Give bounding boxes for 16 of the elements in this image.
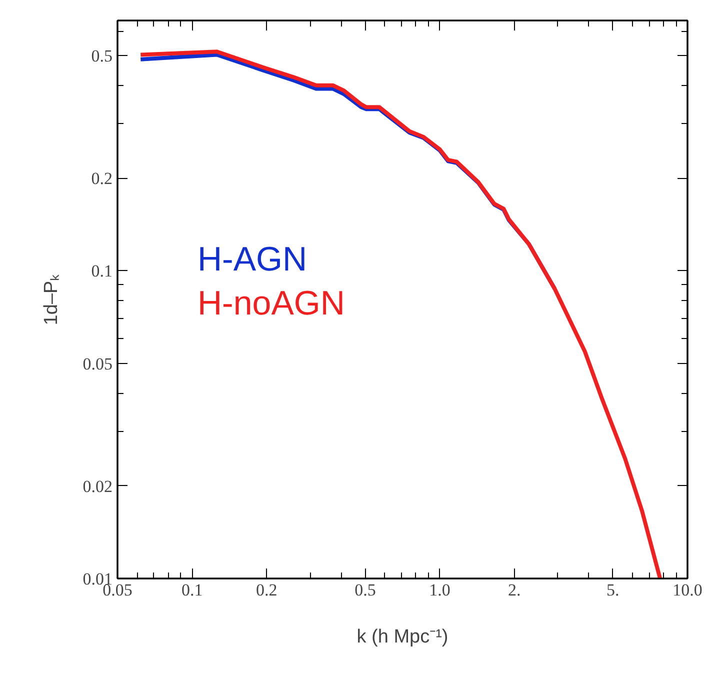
text: H-AGN xyxy=(198,240,308,278)
x-tick-label: 0.2 xyxy=(256,580,278,600)
y-tick-label: 0.1 xyxy=(91,262,112,281)
text: H-noAGN xyxy=(198,284,345,322)
x-tick-label: 2. xyxy=(508,580,521,600)
y-tick-label: 0.02 xyxy=(82,476,112,496)
x-tick-label: 5. xyxy=(606,580,620,600)
x-tick-label: 0.1 xyxy=(181,580,203,600)
y-tick-label: 0.05 xyxy=(82,354,112,374)
x-tick-label: 0.5 xyxy=(354,580,376,600)
y-axis-title: 1d–Pₖ xyxy=(40,274,62,326)
y-tick-label: 0.5 xyxy=(91,46,112,66)
x-tick-label: 1.0 xyxy=(429,580,450,600)
x-tick-label: 10.0 xyxy=(672,580,702,600)
x-axis-title: k (h Mpc⁻¹) xyxy=(356,626,448,648)
y-tick-label: 0.2 xyxy=(91,169,112,188)
